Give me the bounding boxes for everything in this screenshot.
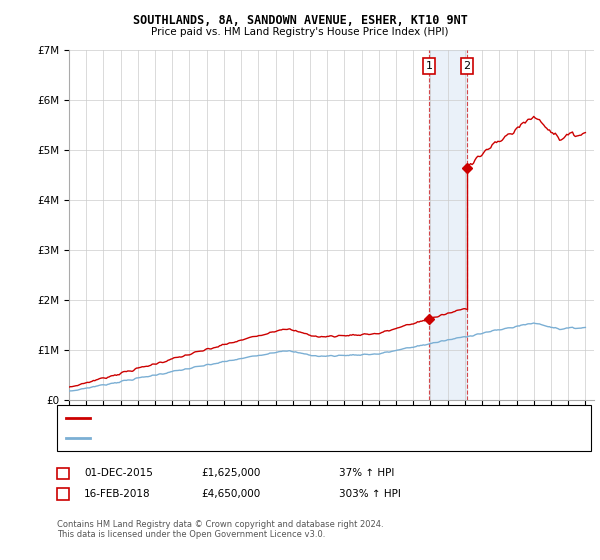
Text: 37% ↑ HPI: 37% ↑ HPI: [339, 468, 394, 478]
Text: 303% ↑ HPI: 303% ↑ HPI: [339, 489, 401, 499]
Text: £4,650,000: £4,650,000: [201, 489, 260, 499]
Text: HPI: Average price, detached house, Elmbridge: HPI: Average price, detached house, Elmb…: [95, 433, 319, 442]
Bar: [429, 50, 467, 400]
Text: 1: 1: [59, 468, 67, 478]
Text: 2: 2: [463, 61, 470, 71]
Text: £1,625,000: £1,625,000: [201, 468, 260, 478]
Text: Contains HM Land Registry data © Crown copyright and database right 2024.
This d: Contains HM Land Registry data © Crown c…: [57, 520, 383, 539]
Text: Price paid vs. HM Land Registry's House Price Index (HPI): Price paid vs. HM Land Registry's House …: [151, 27, 449, 37]
Text: 16-FEB-2018: 16-FEB-2018: [84, 489, 151, 499]
Text: SOUTHLANDS, 8A, SANDOWN AVENUE, ESHER, KT10 9NT: SOUTHLANDS, 8A, SANDOWN AVENUE, ESHER, K…: [133, 14, 467, 27]
Text: 01-DEC-2015: 01-DEC-2015: [84, 468, 153, 478]
Text: SOUTHLANDS, 8A, SANDOWN AVENUE, ESHER, KT10 9NT (detached house): SOUTHLANDS, 8A, SANDOWN AVENUE, ESHER, K…: [95, 413, 451, 422]
Text: 2: 2: [59, 489, 67, 499]
Text: 1: 1: [425, 61, 433, 71]
